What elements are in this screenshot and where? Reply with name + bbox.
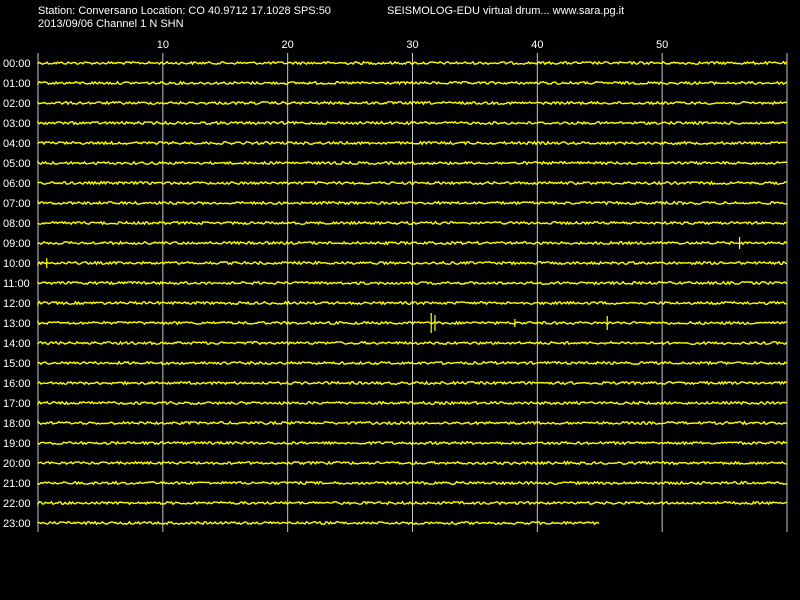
- trace-1300: [37, 319, 787, 326]
- date-channel-info: 2013/09/06 Channel 1 N SHN: [38, 18, 184, 30]
- tick-label-40: 40: [531, 39, 543, 51]
- hour-label-0800: 08:00: [3, 218, 31, 230]
- hour-traces: [37, 60, 788, 526]
- hour-label-1800: 18:00: [3, 418, 31, 430]
- hour-label-0200: 02:00: [3, 98, 31, 110]
- trace-2300: [37, 520, 600, 526]
- hour-label-0700: 07:00: [3, 198, 31, 210]
- hour-label-0300: 03:00: [3, 118, 31, 130]
- station-info: Station: Conversano Location: CO 40.9712…: [38, 5, 331, 17]
- trace-1900: [37, 440, 787, 446]
- trace-1600: [37, 380, 787, 386]
- app-title: SEISMOLOG-EDU virtual drum... www.sara.p…: [387, 5, 625, 17]
- hour-label-0500: 05:00: [3, 158, 31, 170]
- trace-1400: [37, 340, 788, 346]
- hour-label-0600: 06:00: [3, 178, 31, 190]
- trace-1200: [37, 300, 787, 307]
- hour-label-0400: 04:00: [3, 138, 31, 150]
- trace-2000: [37, 460, 787, 466]
- hour-label-1100: 11:00: [3, 278, 30, 290]
- tick-label-30: 30: [406, 39, 418, 51]
- hour-label-2000: 20:00: [3, 458, 31, 470]
- trace-0200: [37, 100, 787, 106]
- tick-label-10: 10: [157, 39, 169, 51]
- tick-label-20: 20: [282, 39, 294, 51]
- seismic-events: [46, 237, 741, 333]
- trace-1500: [37, 360, 787, 366]
- hour-label-2300: 23:00: [3, 518, 31, 530]
- trace-1700: [37, 400, 787, 406]
- trace-2100: [37, 480, 787, 486]
- trace-1100: [37, 280, 788, 286]
- hour-label-2200: 22:00: [3, 498, 31, 510]
- trace-0800: [37, 220, 787, 226]
- trace-0100: [37, 80, 787, 86]
- hour-labels: 00:00 01:00 02:00 03:00 04:00 05:00 06:00 07:00…: [3, 58, 31, 530]
- minute-axis: 10 20 30 40 50: [157, 39, 669, 51]
- hour-label-2100: 21:00: [3, 478, 31, 490]
- trace-0000: [37, 60, 788, 66]
- hour-label-0900: 09:00: [3, 238, 31, 250]
- trace-0900: [37, 240, 787, 246]
- hour-label-0100: 01:00: [3, 78, 31, 90]
- trace-1800: [37, 420, 787, 426]
- hour-label-1700: 17:00: [3, 398, 31, 410]
- hour-label-1000: 10:00: [3, 258, 31, 270]
- trace-0300: [37, 120, 787, 126]
- trace-0600: [37, 180, 787, 186]
- trace-0400: [37, 140, 787, 146]
- hour-label-1500: 15:00: [3, 358, 31, 370]
- hour-label-0000: 00:00: [3, 58, 31, 70]
- hour-label-1900: 19:00: [3, 438, 31, 450]
- tick-label-50: 50: [656, 39, 668, 51]
- hour-label-1300: 13:00: [3, 318, 31, 330]
- trace-1000: [37, 260, 787, 267]
- trace-0700: [37, 200, 787, 206]
- hour-label-1600: 16:00: [3, 378, 31, 390]
- time-grid: [37, 53, 788, 532]
- hour-label-1400: 14:00: [3, 338, 31, 350]
- hour-label-1200: 12:00: [3, 298, 31, 310]
- trace-0500: [37, 160, 787, 166]
- trace-2200: [37, 500, 787, 507]
